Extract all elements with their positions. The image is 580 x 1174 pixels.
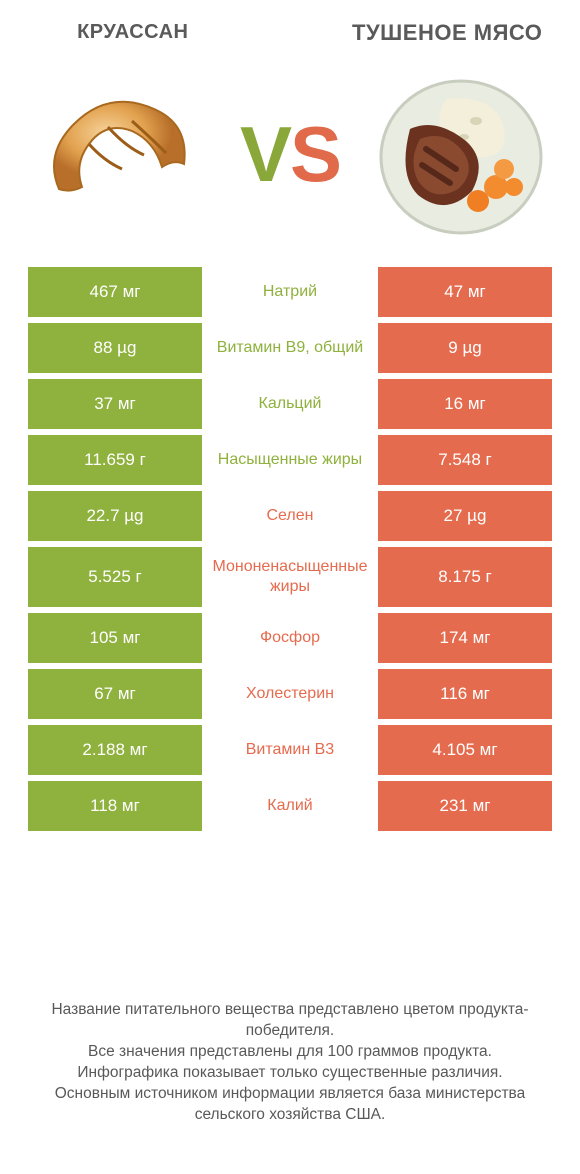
table-row: 118 мг Калий 231 мг <box>28 781 552 831</box>
nutrient-label: Холестерин <box>202 669 378 719</box>
value-left: 22.7 µg <box>28 491 202 541</box>
nutrient-label: Натрий <box>202 267 378 317</box>
hero-row: VS <box>28 69 552 239</box>
value-left: 2.188 мг <box>28 725 202 775</box>
table-row: 88 µg Витамин B9, общий 9 µg <box>28 323 552 373</box>
titles-row: КРУАССАН ТУШЕНОЕ МЯСО <box>28 20 552 45</box>
table-row: 467 мг Натрий 47 мг <box>28 267 552 317</box>
value-left: 88 µg <box>28 323 202 373</box>
nutrient-label: Витамин B9, общий <box>202 323 378 373</box>
footer-line: Все значения представлены для 100 граммо… <box>30 1042 550 1063</box>
nutrient-label: Фосфор <box>202 613 378 663</box>
table-row: 67 мг Холестерин 116 мг <box>28 669 552 719</box>
vs-s: S <box>290 110 340 198</box>
comparison-rows: 467 мг Натрий 47 мг 88 µg Витамин B9, об… <box>28 267 552 831</box>
table-row: 37 мг Кальций 16 мг <box>28 379 552 429</box>
nutrient-label: Мононенасыщенные жиры <box>202 547 378 607</box>
value-right: 47 мг <box>378 267 552 317</box>
value-right: 4.105 мг <box>378 725 552 775</box>
value-right: 27 µg <box>378 491 552 541</box>
table-row: 5.525 г Мононенасыщенные жиры 8.175 г <box>28 547 552 607</box>
value-left: 67 мг <box>28 669 202 719</box>
value-right: 9 µg <box>378 323 552 373</box>
nutrient-label: Калий <box>202 781 378 831</box>
infographic-container: КРУАССАН ТУШЕНОЕ МЯСО VS <box>0 0 580 1174</box>
vs-v: V <box>240 110 290 198</box>
value-left: 118 мг <box>28 781 202 831</box>
value-right: 231 мг <box>378 781 552 831</box>
value-right: 16 мг <box>378 379 552 429</box>
value-right: 116 мг <box>378 669 552 719</box>
title-left: КРУАССАН <box>28 21 238 44</box>
value-right: 7.548 г <box>378 435 552 485</box>
value-left: 11.659 г <box>28 435 202 485</box>
table-row: 22.7 µg Селен 27 µg <box>28 491 552 541</box>
stew-image <box>376 69 546 239</box>
value-right: 174 мг <box>378 613 552 663</box>
value-left: 467 мг <box>28 267 202 317</box>
value-left: 37 мг <box>28 379 202 429</box>
croissant-image <box>34 69 204 239</box>
footer-line: Название питательного вещества представл… <box>30 1000 550 1042</box>
vs-label: VS <box>240 109 340 200</box>
table-row: 11.659 г Насыщенные жиры 7.548 г <box>28 435 552 485</box>
title-right: ТУШЕНОЕ МЯСО <box>342 20 552 45</box>
nutrient-label: Витамин B3 <box>202 725 378 775</box>
footer-line: Инфографика показывает только существенн… <box>30 1063 550 1084</box>
value-left: 5.525 г <box>28 547 202 607</box>
nutrient-label: Селен <box>202 491 378 541</box>
value-right: 8.175 г <box>378 547 552 607</box>
nutrient-label: Насыщенные жиры <box>202 435 378 485</box>
nutrient-label: Кальций <box>202 379 378 429</box>
table-row: 2.188 мг Витамин B3 4.105 мг <box>28 725 552 775</box>
footer-notes: Название питательного вещества представл… <box>28 1000 552 1126</box>
footer-line: Основным источником информации является … <box>30 1084 550 1126</box>
value-left: 105 мг <box>28 613 202 663</box>
table-row: 105 мг Фосфор 174 мг <box>28 613 552 663</box>
